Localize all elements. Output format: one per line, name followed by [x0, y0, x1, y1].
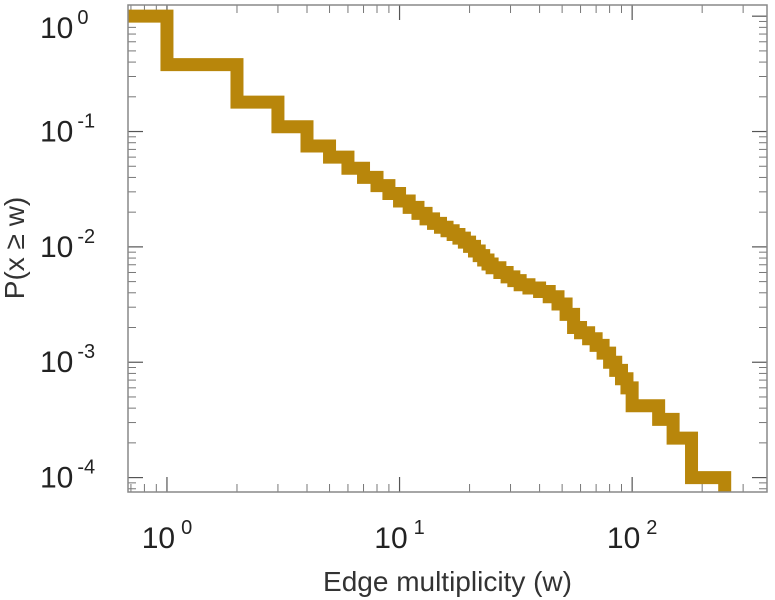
series-layer [128, 9, 732, 492]
x-tick-labels: 10 0 10 1 10 2 [142, 517, 658, 555]
x-tick-label: 10 2 [607, 517, 658, 555]
series-line-ccdf [128, 9, 732, 492]
y-tick-label: 10 -4 [40, 457, 95, 495]
y-axis-label: P(x ≥ w) [0, 197, 30, 299]
y-tick-label: 10 0 [40, 7, 89, 45]
x-tick-label: 10 1 [374, 517, 425, 555]
y-tick-label: 10 -3 [40, 341, 95, 379]
y-tick-label: 10 -1 [40, 111, 95, 149]
x-axis-label: Edge multiplicity (w) [323, 566, 572, 597]
minor-ticks [128, 5, 767, 492]
plot-frame [127, 4, 768, 493]
x-tick-label: 10 0 [142, 517, 193, 555]
y-tick-label: 10 -2 [40, 226, 95, 264]
